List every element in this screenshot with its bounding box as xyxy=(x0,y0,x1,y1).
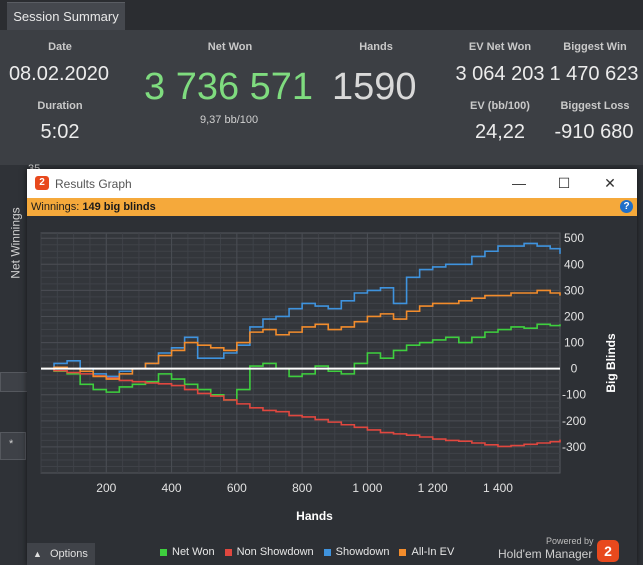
y-tick-label: 200 xyxy=(564,309,584,323)
hands-value: 1590 xyxy=(332,66,417,108)
ev-net-won-value: 3 064 203 xyxy=(455,63,545,85)
chevron-up-icon: ▲ xyxy=(33,549,42,559)
ev-bb-label: EV (bb/100) xyxy=(470,100,530,112)
star-marker: * xyxy=(9,438,14,450)
series-line-non-showdown xyxy=(41,367,561,448)
powered-by-label: Powered by xyxy=(546,536,594,546)
legend-label: Showdown xyxy=(335,546,390,558)
ev-net-won-label: EV Net Won xyxy=(468,41,532,53)
series-line-showdown xyxy=(41,242,561,378)
biggest-win-value: 1 470 623 xyxy=(549,63,639,85)
legend-item[interactable]: All-In EV xyxy=(399,546,454,558)
y-tick-label: 0 xyxy=(571,362,578,376)
duration-label: Duration xyxy=(37,100,83,112)
minimize-button[interactable]: — xyxy=(512,175,526,191)
x-tick-label: 1 400 xyxy=(483,481,513,495)
brand-name: Hold'em Manager xyxy=(498,547,593,561)
winnings-text: Winnings: 149 big blinds xyxy=(31,198,156,216)
legend-item[interactable]: Non Showdown xyxy=(224,546,314,558)
y-tick-label: 500 xyxy=(564,231,584,245)
y-tick-label: -100 xyxy=(562,388,586,402)
y-tick-label: -300 xyxy=(562,440,586,454)
window-titlebar[interactable]: 2 Results Graph — ☐ ✕ xyxy=(27,169,637,198)
winnings-value: 149 big blinds xyxy=(82,201,156,213)
winnings-label: Winnings: xyxy=(31,201,80,213)
window-title: Results Graph xyxy=(55,177,132,191)
tab-session-summary[interactable]: Session Summary xyxy=(7,2,125,30)
net-won-value: 3 736 571 xyxy=(144,66,314,108)
y-tick-label: 300 xyxy=(564,283,584,297)
collapse-button[interactable] xyxy=(0,372,28,392)
y-tick-label: 100 xyxy=(564,336,584,350)
legend-swatch xyxy=(399,548,407,556)
maximize-button[interactable]: ☐ xyxy=(557,175,571,191)
duration-value: 5:02 xyxy=(40,121,80,143)
x-tick-label: 600 xyxy=(227,481,247,495)
brand-logo-icon: 2 xyxy=(597,540,619,562)
plot-background xyxy=(40,232,561,474)
biggest-loss-value: -910 680 xyxy=(554,121,634,143)
legend-swatch xyxy=(323,548,331,556)
x-tick-label: 1 000 xyxy=(352,481,382,495)
series-line-net-won xyxy=(41,323,561,401)
x-axis-label: Hands xyxy=(296,509,333,523)
date-value: 08.02.2020 xyxy=(8,63,110,85)
results-graph-window: 2 Results Graph — ☐ ✕ Winnings: 149 big … xyxy=(27,169,637,565)
x-tick-label: 200 xyxy=(96,481,116,495)
x-tick-label: 800 xyxy=(292,481,312,495)
net-won-bb-per-100: 9,37 bb/100 xyxy=(200,114,259,126)
legend-swatch xyxy=(160,548,167,556)
y-tick-label: -200 xyxy=(562,414,586,428)
legend-label: All-In EV xyxy=(411,546,455,558)
app-logo-icon: 2 xyxy=(35,176,49,190)
legend-item[interactable]: Net Won xyxy=(160,546,215,558)
hands-label: Hands xyxy=(359,41,393,53)
net-won-label: Net Won xyxy=(207,41,253,53)
chart-legend: Net Won Non Showdown Showdown All-In EV xyxy=(160,546,464,558)
results-chart: 200 400 600 800 1 000 1 200 1 400 500 400 300 200 1… xyxy=(27,216,637,565)
close-button[interactable]: ✕ xyxy=(604,175,616,191)
options-label: Options xyxy=(50,548,88,560)
help-icon[interactable]: ? xyxy=(620,200,633,213)
biggest-loss-label: Biggest Loss xyxy=(560,100,630,112)
winnings-bar: Winnings: 149 big blinds ? xyxy=(27,198,637,216)
ev-bb-value: 24,22 xyxy=(474,121,526,143)
legend-label: Net Won xyxy=(172,546,215,558)
y-tick-label: 400 xyxy=(564,257,584,271)
session-summary-panel: Date 08.02.2020 Duration 5:02 Net Won 3 … xyxy=(0,30,643,165)
options-button[interactable]: ▲ Options xyxy=(27,543,95,565)
legend-item[interactable]: Showdown xyxy=(323,546,390,558)
results-graph-svg: 200 400 600 800 1 000 1 200 1 400 500 400 300 200 1… xyxy=(40,231,618,523)
filter-box[interactable] xyxy=(0,432,26,460)
series-line-all-in-ev xyxy=(41,289,561,380)
net-winnings-label: Net Winnings xyxy=(8,207,23,279)
x-tick-label: 400 xyxy=(162,481,182,495)
legend-swatch xyxy=(224,548,232,556)
date-label: Date xyxy=(48,41,72,53)
x-tick-label: 1 200 xyxy=(418,481,448,495)
biggest-win-label: Biggest Win xyxy=(563,41,627,53)
tab-bar: Session Summary xyxy=(0,0,643,30)
legend-label: Non Showdown xyxy=(236,546,314,558)
y-axis-label: Big Blinds xyxy=(604,333,618,393)
